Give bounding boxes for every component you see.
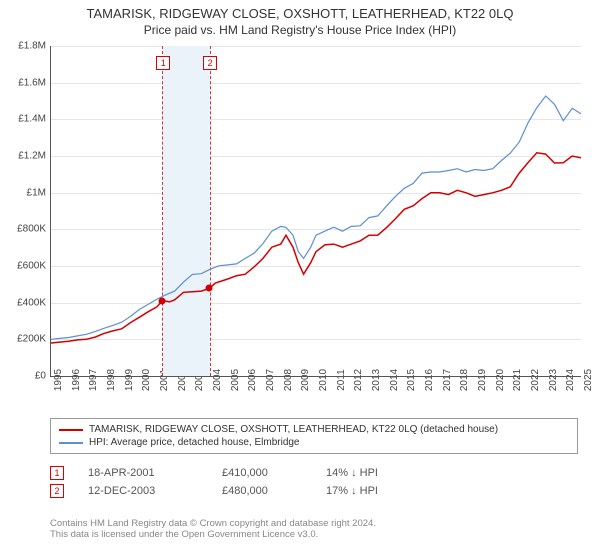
marker-box: 2 — [203, 56, 217, 70]
license-line-1: Contains HM Land Registry data © Crown c… — [50, 518, 580, 529]
transaction-date: 12-DEC-2003 — [88, 485, 198, 497]
transaction-date: 18-APR-2001 — [88, 467, 198, 479]
transaction-marker: 1 — [50, 466, 64, 480]
transaction-list: 1 18-APR-2001 £410,000 14% ↓ HPI 2 12-DEC-200… — [50, 464, 580, 500]
y-tick-label: £1M — [0, 187, 46, 198]
marker-box: 1 — [156, 56, 170, 70]
y-tick-label: £1.6M — [0, 77, 46, 88]
chart-subtitle: Price paid vs. HM Land Registry's House … — [0, 21, 600, 41]
transaction-row: 1 18-APR-2001 £410,000 14% ↓ HPI — [50, 464, 580, 482]
chart-title: TAMARISK, RIDGEWAY CLOSE, OXSHOTT, LEATH… — [0, 0, 600, 21]
y-tick-label: £200K — [0, 334, 46, 345]
line-layer — [51, 46, 581, 376]
legend-swatch — [59, 442, 83, 444]
y-tick-label: £400K — [0, 297, 46, 308]
y-tick-label: £1.8M — [0, 41, 46, 52]
transaction-price: £410,000 — [222, 467, 302, 479]
legend-swatch — [59, 429, 83, 431]
transaction-marker: 2 — [50, 484, 64, 498]
y-tick-label: £600K — [0, 261, 46, 272]
legend-row: TAMARISK, RIDGEWAY CLOSE, OXSHOTT, LEATH… — [59, 423, 569, 436]
legend-row: HPI: Average price, detached house, Elmb… — [59, 436, 569, 449]
legend-label: TAMARISK, RIDGEWAY CLOSE, OXSHOTT, LEATH… — [89, 424, 498, 435]
transaction-price: £480,000 — [222, 485, 302, 497]
license-text: Contains HM Land Registry data © Crown c… — [50, 518, 580, 540]
license-line-2: This data is licensed under the Open Gov… — [50, 529, 580, 540]
chart-container: TAMARISK, RIDGEWAY CLOSE, OXSHOTT, LEATH… — [0, 0, 600, 560]
x-tick-label: 2025 — [583, 369, 594, 391]
y-tick-label: £0 — [0, 371, 46, 382]
series-hpi — [51, 96, 581, 339]
series-property — [51, 153, 581, 343]
transaction-pct: 17% ↓ HPI — [326, 485, 426, 497]
marker-dot — [206, 285, 213, 292]
y-tick-label: £1.2M — [0, 151, 46, 162]
y-tick-label: £1.4M — [0, 114, 46, 125]
y-tick-label: £800K — [0, 224, 46, 235]
marker-dot — [159, 297, 166, 304]
plot-area: 12 — [50, 46, 581, 377]
transaction-pct: 14% ↓ HPI — [326, 467, 426, 479]
legend-label: HPI: Average price, detached house, Elmb… — [89, 437, 300, 448]
transaction-row: 2 12-DEC-2003 £480,000 17% ↓ HPI — [50, 482, 580, 500]
legend: TAMARISK, RIDGEWAY CLOSE, OXSHOTT, LEATH… — [50, 418, 578, 454]
